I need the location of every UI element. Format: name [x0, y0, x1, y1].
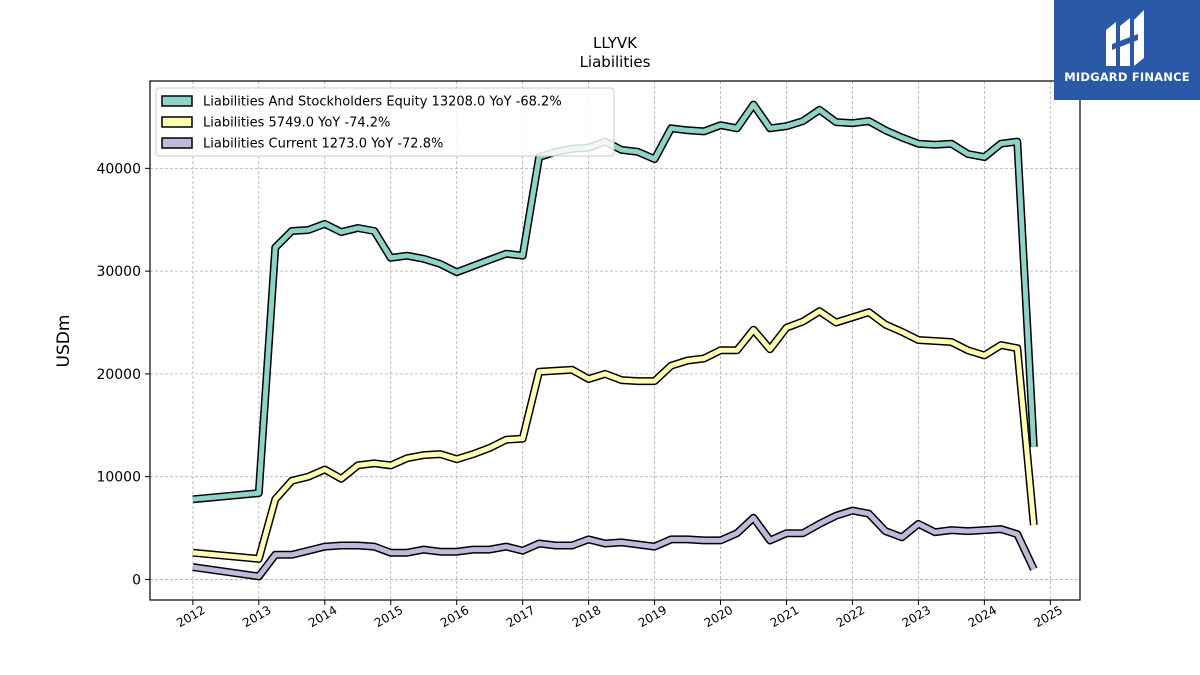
series-line-1 — [192, 308, 1037, 562]
x-tick-label: 2020 — [702, 603, 735, 630]
chart-title: LLYVK — [593, 34, 638, 52]
x-tick-label: 2019 — [636, 603, 669, 630]
x-tick-label: 2013 — [240, 603, 273, 630]
y-tick-label: 10000 — [96, 470, 141, 486]
series-line-0 — [192, 102, 1037, 502]
midgard-finance-logo: MIDGARD FINANCE — [1054, 0, 1200, 100]
legend-swatch-1 — [161, 116, 193, 128]
chart-subtitle: Liabilities — [580, 53, 651, 71]
x-tick-label: 2018 — [570, 603, 603, 630]
series-lines — [192, 100, 1038, 581]
legend-label-0: Liabilities And Stockholders Equity 1320… — [203, 95, 562, 110]
legend-box — [155, 87, 615, 157]
x-tick-label: 2025 — [1032, 603, 1065, 630]
series-outline-1 — [192, 307, 1038, 563]
x-tick-label: 2014 — [306, 603, 339, 630]
y-tick-label: 30000 — [96, 264, 141, 280]
series-line-2 — [192, 508, 1037, 579]
x-tick-label: 2016 — [438, 603, 471, 630]
x-tick-label: 2012 — [174, 603, 207, 630]
legend: Liabilities And Stockholders Equity 1320… — [155, 87, 615, 157]
legend-swatch-0 — [161, 95, 193, 107]
series-outline-0 — [192, 100, 1038, 504]
x-tick-label: 2021 — [768, 603, 801, 630]
x-tick-label: 2024 — [966, 603, 999, 630]
y-tick-label: 40000 — [96, 161, 141, 177]
x-tick-label: 2017 — [504, 603, 537, 630]
legend-label-1: Liabilities 5749.0 YoY -74.2% — [203, 116, 390, 131]
logo-text: MIDGARD FINANCE — [1064, 70, 1190, 84]
y-tick-label: 0 — [132, 572, 141, 588]
x-tick-label: 2023 — [900, 603, 933, 630]
grid — [150, 81, 1080, 600]
y-tick-label: 20000 — [96, 367, 141, 383]
x-tick-label: 2015 — [372, 603, 405, 630]
y-axis-label: USDm — [54, 315, 74, 368]
midgard-logo-icon — [1106, 10, 1144, 66]
legend-swatch-2 — [161, 137, 193, 149]
legend-label-2: Liabilities Current 1273.0 YoY -72.8% — [203, 137, 443, 152]
plot-frame — [149, 80, 1081, 601]
x-tick-label: 2022 — [834, 603, 867, 630]
